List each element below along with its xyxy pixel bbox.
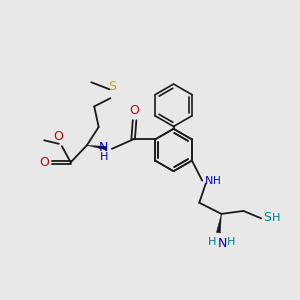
- Text: H: H: [208, 238, 216, 248]
- Text: N: N: [99, 141, 108, 154]
- Polygon shape: [87, 145, 107, 150]
- Text: S: S: [263, 211, 272, 224]
- Polygon shape: [216, 214, 221, 233]
- Text: H: H: [212, 176, 220, 186]
- Text: N: N: [217, 237, 226, 250]
- Text: O: O: [39, 156, 49, 169]
- Text: O: O: [130, 104, 140, 117]
- Text: O: O: [53, 130, 63, 142]
- Text: N: N: [205, 176, 213, 186]
- Text: H: H: [100, 152, 108, 162]
- Text: S: S: [108, 80, 116, 93]
- Text: H: H: [272, 213, 280, 223]
- Text: H: H: [226, 238, 235, 248]
